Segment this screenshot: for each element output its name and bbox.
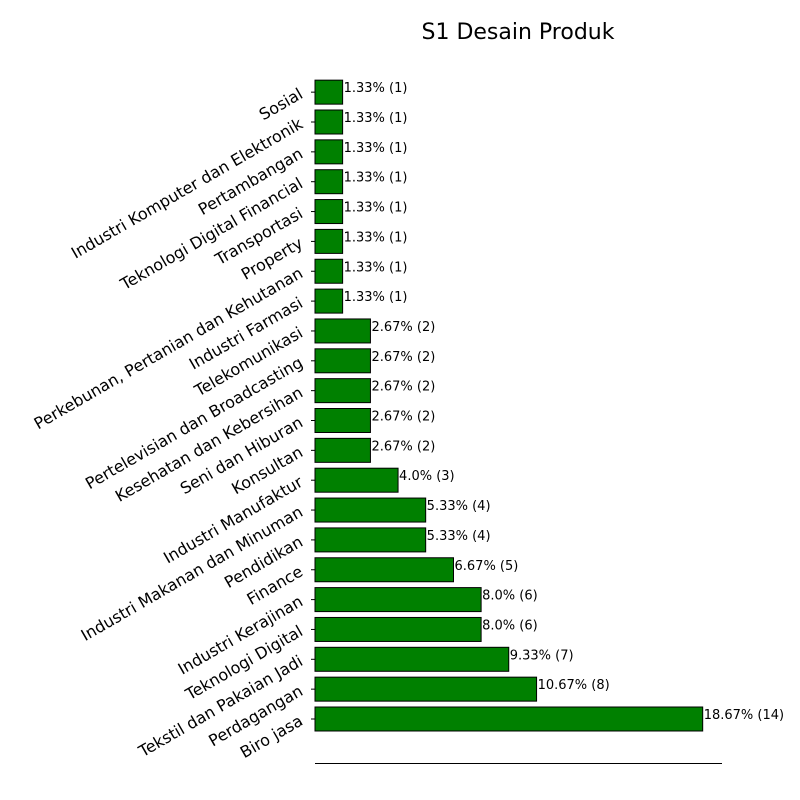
data-labels-group: 18.67% (14) 10.67% (8) 9.33% (7) 8.0% (6) 8.… (344, 81, 784, 723)
data-label-19: 1.33% (1) (344, 141, 408, 156)
bar-3 (314, 616, 482, 642)
data-label-11: 2.67% (2) (371, 380, 435, 395)
data-label-5: 6.67% (5) (455, 559, 519, 574)
bar-9 (314, 437, 371, 463)
bar-17 (314, 199, 344, 225)
bar-5 (314, 557, 454, 583)
data-label-20: 1.33% (1) (344, 111, 408, 126)
data-label-9: 2.67% (2) (371, 439, 435, 454)
bar-12 (314, 348, 371, 374)
bar-10 (314, 408, 371, 433)
chart-title: S1 Desain Produk (422, 20, 615, 45)
bar-15 (314, 258, 344, 284)
bar-7 (314, 497, 427, 523)
data-label-21: 1.33% (1) (344, 81, 408, 96)
bar-2 (314, 646, 510, 672)
bar-16 (314, 228, 344, 254)
data-label-6: 5.33% (4) (427, 529, 491, 544)
data-label-15: 1.33% (1) (344, 260, 408, 275)
bar-20 (314, 109, 344, 135)
bar-18 (314, 169, 344, 195)
data-label-17: 1.33% (1) (344, 201, 408, 216)
data-label-4: 8.0% (6) (482, 589, 538, 604)
bar-4 (314, 587, 482, 613)
data-label-14: 1.33% (1) (344, 290, 408, 305)
bar-11 (314, 378, 371, 404)
bar-14 (314, 288, 344, 314)
bar-19 (314, 139, 344, 165)
data-label-3: 8.0% (6) (482, 618, 538, 633)
bars-group (314, 79, 704, 732)
y-ticks-group (311, 91, 315, 720)
data-label-13: 2.67% (2) (371, 320, 435, 335)
data-label-8: 4.0% (3) (399, 469, 455, 484)
data-label-16: 1.33% (1) (344, 230, 408, 245)
bar-6 (314, 527, 427, 553)
data-label-10: 2.67% (2) (371, 410, 435, 425)
bar-13 (314, 318, 371, 344)
data-label-1: 10.67% (8) (538, 678, 610, 693)
data-label-18: 1.33% (1) (344, 171, 408, 186)
data-label-0: 18.67% (14) (704, 708, 784, 723)
data-label-7: 5.33% (4) (427, 499, 491, 514)
bar-1 (314, 676, 538, 702)
data-label-12: 2.67% (2) (371, 350, 435, 365)
bar-21 (314, 79, 344, 105)
bar-8 (314, 467, 399, 493)
data-label-2: 9.33% (7) (510, 648, 574, 663)
bar-0 (314, 706, 704, 732)
